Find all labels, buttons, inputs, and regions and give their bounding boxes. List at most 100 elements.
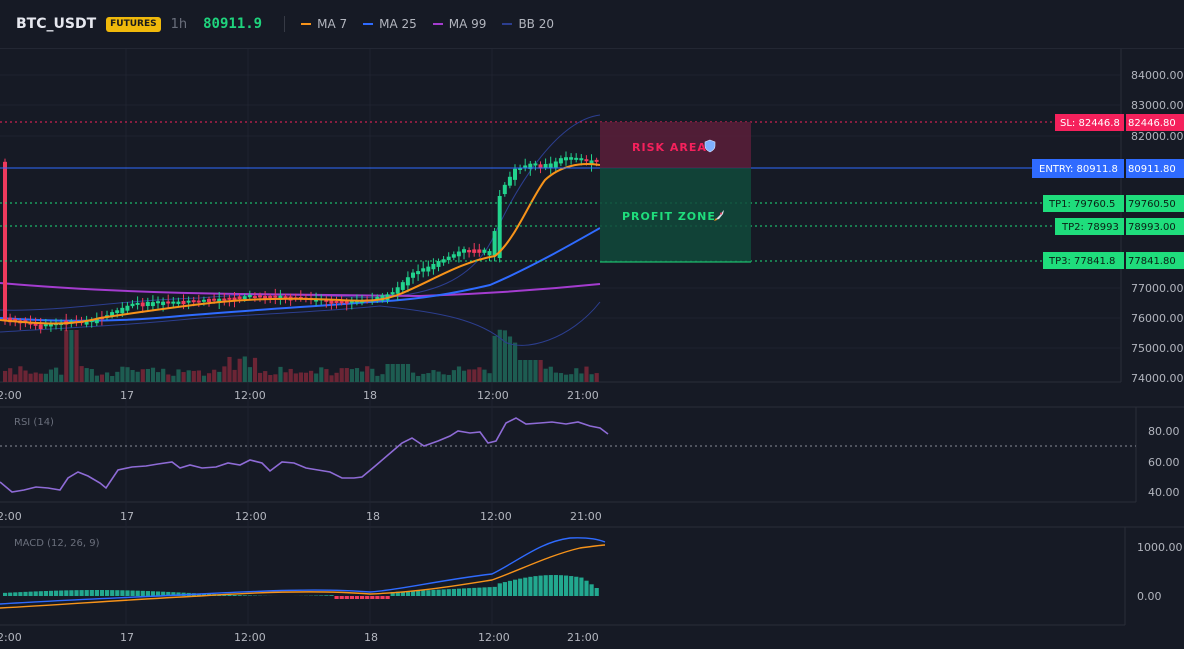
candle-body — [421, 268, 426, 272]
candle-body — [3, 161, 7, 321]
tp2-tags: TP2: 78993 78993.00 — [1055, 218, 1184, 235]
macd-histogram-bar — [416, 590, 421, 596]
candle-body — [171, 301, 176, 304]
macd-histogram-bar — [523, 577, 528, 596]
volume-bar — [273, 374, 278, 382]
candle-body — [564, 157, 568, 161]
volume-bar — [309, 370, 314, 382]
macd-histogram — [3, 575, 599, 599]
candle-body — [569, 157, 574, 160]
rsi-time-tick-17: 17 — [120, 510, 134, 523]
candle-body — [339, 300, 344, 304]
time-axis-main[interactable]: 2:00 17 12:00 18 12:00 21:00 — [0, 389, 599, 402]
macd-histogram-bar — [69, 590, 74, 596]
macd-axis[interactable]: 1000.00 0.00 — [1137, 541, 1183, 603]
candle-body — [222, 298, 227, 301]
volume-bar — [59, 374, 64, 382]
volume-bar — [140, 369, 145, 382]
candle-body — [395, 287, 400, 294]
macd-title: MACD (12, 26, 9) — [14, 538, 100, 549]
tp3-price-box — [1126, 252, 1184, 269]
volume-bar — [222, 366, 227, 382]
tp3-tag-label: TP3: 77841.8 — [1048, 256, 1115, 267]
volume-bar — [232, 369, 237, 382]
candle-body — [416, 271, 421, 275]
volume-bar — [380, 374, 385, 382]
candle-body — [329, 300, 334, 304]
candle-body — [38, 324, 43, 330]
time-tick-1200-b: 12:00 — [477, 389, 509, 402]
time-axis-rsi[interactable]: 2:00 17 12:00 18 12:00 21:00 — [0, 510, 602, 523]
macd-histogram-bar — [28, 591, 33, 596]
macd-histogram-bar — [105, 590, 110, 596]
candle-body — [436, 261, 441, 267]
rsi-time-tick-0: 2:00 — [0, 510, 22, 523]
volume-bar — [293, 373, 298, 382]
macd-histogram-bar — [528, 576, 533, 596]
candle-body — [227, 297, 232, 300]
rsi-title: RSI (14) — [14, 417, 54, 428]
candle-body — [232, 297, 237, 301]
macd-histogram-bar — [176, 592, 181, 596]
macd-histogram-bar — [507, 580, 513, 596]
macd-time-tick-18: 18 — [364, 631, 378, 644]
macd-histogram-bar — [43, 590, 48, 596]
price-axis[interactable]: 84000.00 83000.00 82000.00 77000.00 7600… — [1131, 69, 1184, 385]
macd-histogram-bar — [349, 596, 354, 599]
legend-ma99[interactable]: MA 99 — [432, 17, 486, 31]
legend-ma7[interactable]: MA 7 — [301, 17, 347, 31]
volume-bar — [227, 356, 232, 382]
volume-bar — [237, 358, 242, 382]
candle-body — [252, 296, 257, 299]
legend-ma25[interactable]: MA 25 — [363, 17, 417, 31]
indicator-legend: MA 7 MA 25 MA 99 BB 20 — [301, 17, 554, 31]
time-tick-2100: 21:00 — [567, 389, 599, 402]
risk-area-zone[interactable] — [600, 122, 751, 168]
legend-bb20[interactable]: BB 20 — [502, 17, 554, 31]
sl-tag-label: SL: 82446.8 — [1060, 118, 1120, 129]
macd-histogram-bar — [54, 590, 59, 596]
rsi-axis[interactable]: 80.00 60.00 40.00 — [1148, 425, 1180, 499]
macd-histogram-bar — [574, 576, 579, 596]
profit-zone[interactable] — [600, 168, 751, 262]
last-price: 80911.9 — [203, 16, 263, 32]
volume-bar — [344, 368, 349, 382]
macd-histogram-bar — [324, 595, 329, 596]
symbol-name[interactable]: BTC_USDT — [16, 16, 97, 32]
volume-bar — [502, 330, 507, 382]
candle-body — [89, 320, 94, 323]
candle-body — [278, 295, 283, 300]
macd-histogram-bar — [64, 590, 69, 596]
volume-bar — [84, 368, 89, 382]
macd-histogram-bar — [395, 591, 400, 596]
volume-bar — [135, 371, 140, 382]
candle-body — [13, 318, 18, 321]
macd-histogram-bar — [564, 575, 569, 596]
volume-bar — [54, 367, 59, 382]
chart-header: BTC_USDT FUTURES 1h 80911.9 MA 7 MA 25 M… — [0, 0, 1184, 49]
macd-histogram-bar — [339, 596, 344, 599]
entry-tag-label: ENTRY: 80911.8 — [1039, 164, 1118, 175]
candle-body — [518, 167, 523, 170]
candle-body — [462, 249, 466, 253]
volume-bar — [201, 375, 207, 382]
timeframe-label[interactable]: 1h — [170, 16, 188, 32]
header-divider — [284, 16, 286, 32]
candle-body — [283, 296, 288, 299]
macd-histogram-bar — [456, 588, 462, 596]
volume-bar — [370, 368, 375, 382]
macd-histogram-bar — [462, 588, 467, 596]
macd-histogram-bar — [8, 592, 13, 596]
time-axis-macd[interactable]: 2:00 17 12:00 18 12:00 21:00 — [0, 631, 599, 644]
macd-histogram-bar — [380, 596, 385, 599]
tp2-price-label: 78993.00 — [1128, 222, 1176, 233]
macd-histogram-bar — [477, 587, 482, 596]
macd-histogram-bar — [558, 575, 564, 596]
price-tick-84000: 84000.00 — [1131, 69, 1184, 82]
volume-bar — [247, 367, 252, 382]
candle-body — [543, 163, 548, 168]
candle-body — [431, 264, 436, 270]
volume-bar — [3, 370, 8, 382]
macd-time-tick-1200-b: 12:00 — [478, 631, 510, 644]
